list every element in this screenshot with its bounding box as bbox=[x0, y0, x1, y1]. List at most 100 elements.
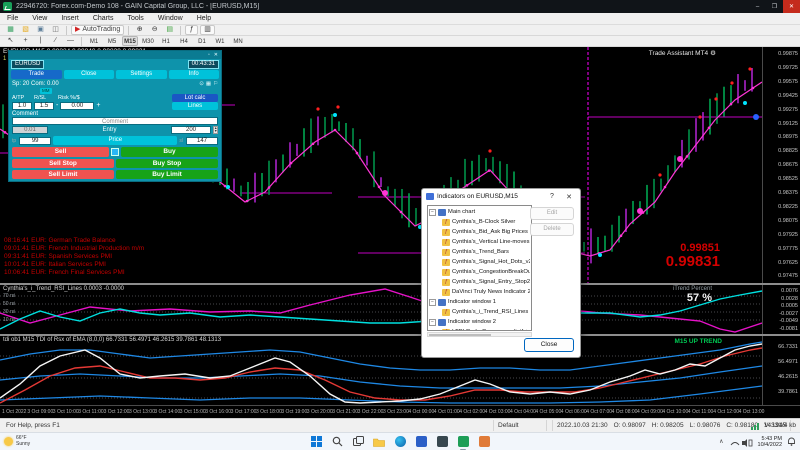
tree-leaf-cynthia-s-signal-entry-stop2[interactable]: ƒ Cynthia's_Signal_Entry_Stop2 bbox=[429, 277, 530, 287]
vline-tool[interactable]: | bbox=[39, 37, 42, 44]
panel-tab-info[interactable]: Info bbox=[168, 70, 219, 79]
gear-icon[interactable]: ⚙ bbox=[710, 50, 716, 57]
timeframe-m5[interactable]: M5 bbox=[107, 39, 117, 45]
menu-item-charts[interactable]: Charts bbox=[92, 14, 114, 22]
panel-minimize-icon[interactable]: ▫ bbox=[208, 52, 210, 58]
edit-button[interactable]: Edit bbox=[530, 207, 574, 220]
chevron-up-icon[interactable]: ∧ bbox=[719, 439, 724, 445]
zoom-out-icon[interactable]: ⊖ bbox=[148, 25, 161, 35]
tile-windows-icon[interactable]: ▤ bbox=[163, 25, 176, 35]
close-button[interactable]: ✕ bbox=[783, 0, 800, 13]
tree-node-main-chart[interactable]: − Main chart bbox=[429, 207, 530, 217]
menu-item-help[interactable]: Help bbox=[196, 14, 212, 22]
alarm-icon[interactable]: ⚐ bbox=[213, 81, 218, 87]
sell-stop-button[interactable]: Sell Stop bbox=[12, 159, 114, 168]
dialog-close-button[interactable]: Close bbox=[524, 338, 574, 352]
sl-input[interactable]: 147 bbox=[186, 136, 218, 145]
new-chart-icon[interactable]: ▦ bbox=[4, 25, 17, 35]
autotrading-button[interactable]: ▶ AutoTrading bbox=[71, 25, 125, 35]
menu-item-tools[interactable]: Tools bbox=[127, 14, 144, 22]
panel-tab-close[interactable]: Close bbox=[63, 70, 114, 79]
indicator-window-1-axis[interactable]: 0.0076 0.0028 0.0005 -0.0027 -0.0049 -0.0081 bbox=[762, 285, 800, 334]
chart-window-icon[interactable]: ▣ bbox=[34, 25, 47, 35]
buy-stop-button[interactable]: Buy Stop bbox=[116, 159, 218, 168]
comment-input[interactable]: Comment bbox=[12, 117, 218, 125]
panel-tab-trade[interactable]: Trade bbox=[11, 70, 62, 79]
hline-tool[interactable]: — bbox=[67, 37, 74, 44]
eye-icon[interactable]: ⊙ bbox=[199, 81, 204, 87]
calendar-icon[interactable]: ▦ bbox=[205, 81, 212, 87]
indicator-window-2-tdi[interactable]: tdi ob1 M15 TDI of Rsx of EMA (8,0,0) 66… bbox=[0, 336, 762, 405]
timeframe-m30[interactable]: M30 bbox=[142, 39, 154, 45]
timeframe-h1[interactable]: H1 bbox=[162, 39, 170, 45]
tree-expander[interactable]: − bbox=[429, 318, 436, 326]
dialog-help-button[interactable]: ? bbox=[550, 193, 554, 200]
trendline-tool[interactable]: ∕ bbox=[54, 37, 57, 44]
risk-input[interactable]: 0.00 bbox=[60, 101, 95, 110]
tree-expander[interactable]: − bbox=[429, 208, 436, 216]
menu-item-view[interactable]: View bbox=[32, 14, 48, 22]
timeframe-w1[interactable]: W1 bbox=[215, 39, 225, 45]
tree-node-indicator-window-1[interactable]: − Indicator window 1 bbox=[429, 297, 530, 307]
risk-minus-button[interactable]: - bbox=[56, 102, 59, 109]
maximize-button[interactable]: ❐ bbox=[771, 4, 778, 10]
entry-spinner[interactable]: ▲ ▼ bbox=[213, 125, 218, 134]
menu-item-window[interactable]: Window bbox=[157, 14, 183, 22]
time-axis[interactable]: 1 Oct 2022 3 Oct 09:00 3 Oct 10:00 3 Oct 11… bbox=[0, 405, 800, 418]
mt4-taskbar-icon[interactable] bbox=[456, 435, 470, 450]
app-dark-icon[interactable] bbox=[435, 435, 449, 449]
tree-leaf-cynthia-s-b-clock-silver[interactable]: ƒ Cynthia's_B-Clock Silver bbox=[429, 217, 530, 227]
indicators-icon[interactable]: ƒ bbox=[185, 25, 199, 35]
sell-limit-button[interactable]: Sell Limit bbox=[12, 170, 114, 179]
periods-icon[interactable]: ▥ bbox=[200, 25, 215, 35]
dialog-close-icon[interactable]: ✕ bbox=[566, 193, 572, 201]
start-icon[interactable] bbox=[309, 435, 323, 449]
tree-leaf-cynthia-s-i-trend-rsi-lines[interactable]: ƒ Cynthia's_i_Trend_RSI_Lines bbox=[429, 307, 530, 317]
lines-button[interactable]: Lines bbox=[172, 101, 218, 110]
timeframe-m15[interactable]: M15 bbox=[122, 36, 138, 46]
panel-tab-settings[interactable]: Settings bbox=[116, 70, 167, 79]
chart-mode-icon[interactable]: ◫ bbox=[49, 25, 62, 35]
dialog-h-scrollbar[interactable] bbox=[427, 332, 532, 337]
lot-calc-button[interactable]: Lot calc bbox=[172, 93, 218, 102]
minimize-button[interactable]: – bbox=[755, 3, 760, 10]
tp-input[interactable]: 99 bbox=[19, 136, 52, 145]
tree-expander[interactable]: − bbox=[429, 298, 436, 306]
menu-item-insert[interactable]: Insert bbox=[61, 14, 79, 22]
taskbar-weather-widget[interactable]: 66°F Sunny bbox=[4, 435, 30, 447]
timeframe-h4[interactable]: H4 bbox=[180, 39, 188, 45]
delete-button[interactable]: Delete bbox=[530, 223, 574, 236]
atp-input[interactable]: 1.0 bbox=[12, 101, 32, 110]
profile-selector[interactable]: Default bbox=[493, 420, 547, 431]
timeframe-d1[interactable]: D1 bbox=[198, 39, 206, 45]
risk-plus-button[interactable]: + bbox=[96, 102, 101, 109]
taskbar-clock[interactable]: 5:43 PM 10/4/2022 bbox=[758, 436, 782, 448]
search-icon[interactable] bbox=[330, 435, 344, 449]
entry-input[interactable]: 200 bbox=[171, 126, 211, 134]
app-orange-icon[interactable] bbox=[477, 435, 491, 449]
app-blue-icon[interactable] bbox=[414, 435, 428, 449]
tree-leaf-cynthia-s-trend-bars[interactable]: ƒ Cynthia's_Trend_Bars bbox=[429, 247, 530, 257]
price-button[interactable]: Price bbox=[53, 136, 178, 145]
task-view-icon[interactable] bbox=[351, 435, 365, 449]
menu-item-file[interactable]: File bbox=[7, 14, 19, 22]
buy-button[interactable]: Buy bbox=[121, 147, 218, 157]
lot-input[interactable]: 0.01 bbox=[12, 126, 48, 134]
price-axis[interactable]: 0.99875 0.99725 0.99575 0.99425 0.99275 0.991… bbox=[762, 47, 800, 283]
window-separator[interactable] bbox=[0, 283, 800, 285]
file-explorer-icon[interactable] bbox=[372, 435, 386, 449]
indicators-tree[interactable]: − Main chart ƒ Cynthia's_B-Clock Silver ƒ Cyn… bbox=[427, 205, 532, 331]
tree-leaf-tdi-red-green-avgs-intf-alerts-arrow[interactable]: ƒ! TDI Red - Green avgs (intf + alerts +… bbox=[429, 327, 530, 330]
buy-limit-button[interactable]: Buy Limit bbox=[116, 170, 218, 179]
tray-status-icons[interactable] bbox=[729, 437, 753, 447]
crosshair-tool[interactable]: + bbox=[23, 37, 28, 44]
tree-node-indicator-window-2[interactable]: − Indicator window 2 bbox=[429, 317, 530, 327]
zoom-in-icon[interactable]: ⊕ bbox=[133, 25, 146, 35]
tree-leaf-cynthia-s-bid-ask-big-prices[interactable]: ƒ Cynthia's_Bid_Ask Big Prices bbox=[429, 227, 530, 237]
window-separator[interactable] bbox=[0, 334, 800, 336]
rsl-input[interactable]: 1.5 bbox=[34, 101, 54, 110]
